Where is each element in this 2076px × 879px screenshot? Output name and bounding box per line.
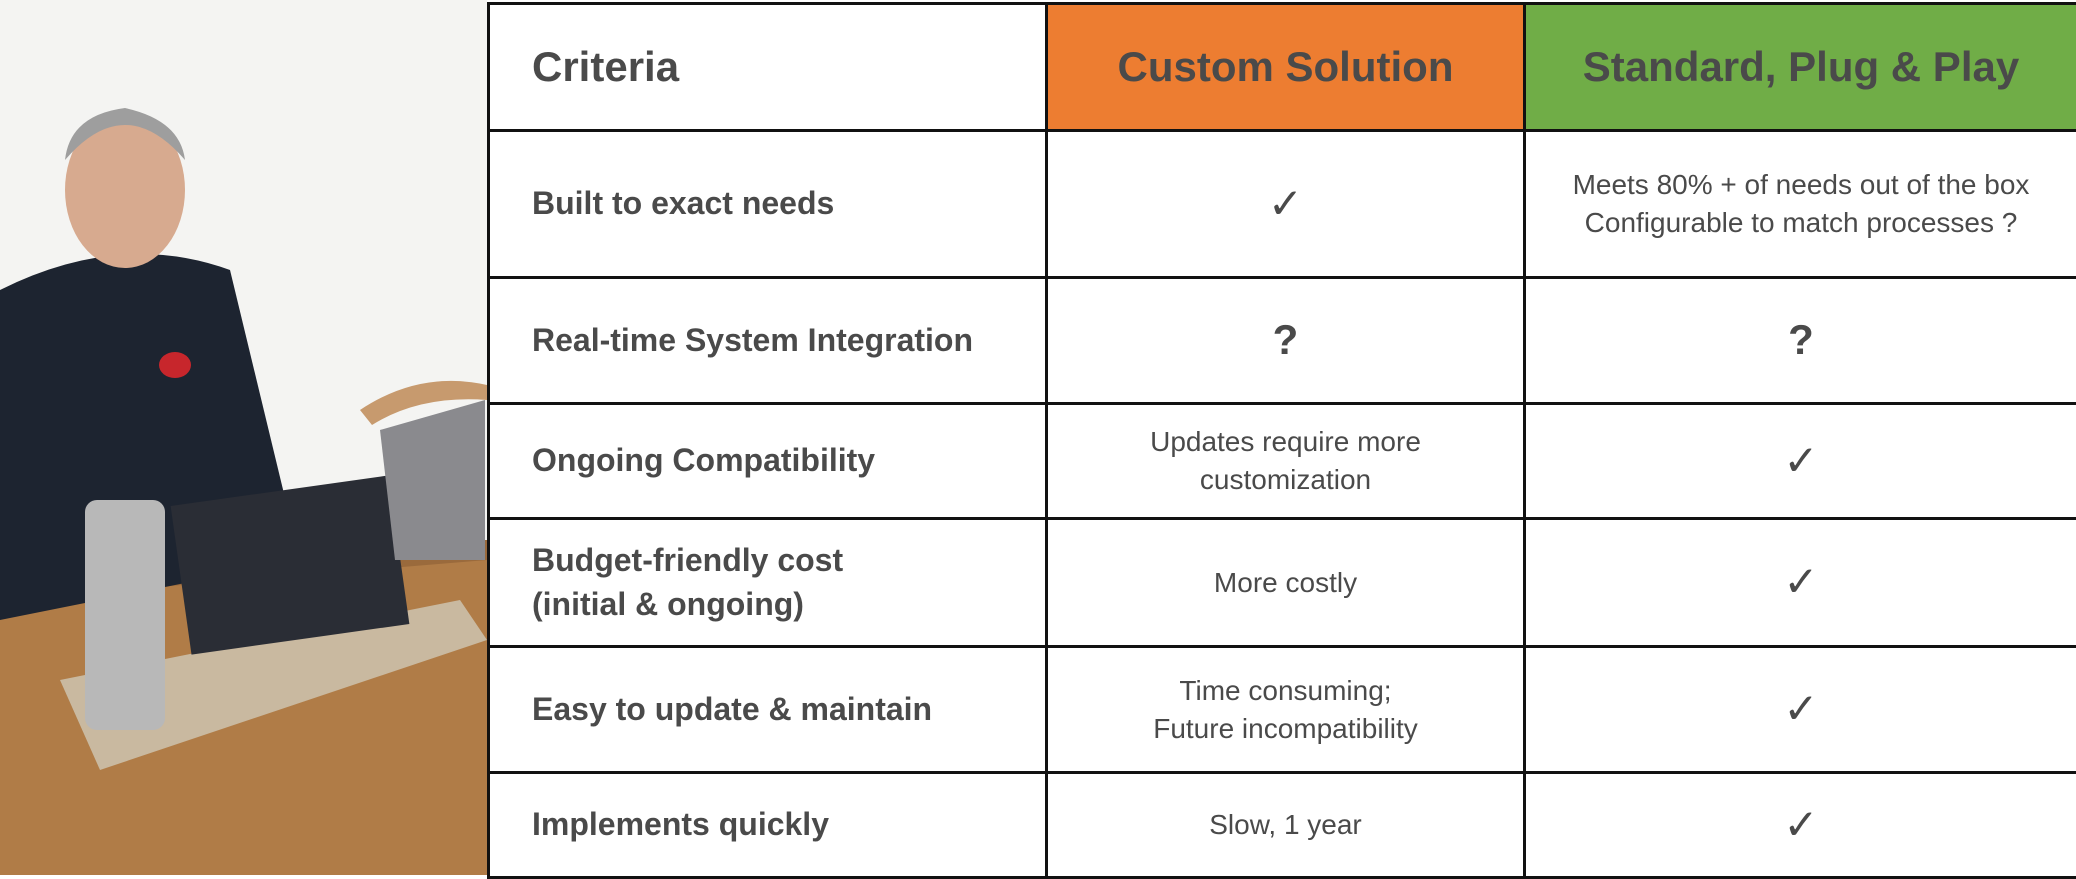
value-cell: Meets 80% + of needs out of the box Conf… [1525,131,2076,278]
value-cell: ? [1047,278,1525,404]
value-cell: ✓ [1525,404,2076,519]
criteria-cell: Built to exact needs [489,131,1047,278]
value-cell: ✓ [1047,131,1525,278]
value-cell: Updates require more customization [1047,404,1525,519]
criteria-cell: Easy to update & maintain [489,647,1047,773]
header-cell: Criteria [489,4,1047,131]
table-row: Built to exact needs✓Meets 80% + of need… [489,131,2076,278]
value-cell: ✓ [1525,647,2076,773]
value-cell: ✓ [1525,519,2076,647]
header-cell: Custom Solution [1047,4,1525,131]
value-cell: ? [1525,278,2076,404]
table-row: Budget-friendly cost (initial & ongoing)… [489,519,2076,647]
criteria-cell: Ongoing Compatibility [489,404,1047,519]
value-cell: More costly [1047,519,1525,647]
criteria-cell: Real-time System Integration [489,278,1047,404]
value-cell: Time consuming; Future incompatibility [1047,647,1525,773]
presenter-photo [0,0,487,875]
table-row: Real-time System Integration?? [489,278,2076,404]
header-cell: Standard, Plug & Play [1525,4,2076,131]
value-cell: ✓ [1525,773,2076,878]
value-cell: Slow, 1 year [1047,773,1525,878]
criteria-cell: Implements quickly [489,773,1047,878]
criteria-cell: Budget-friendly cost (initial & ongoing) [489,519,1047,647]
